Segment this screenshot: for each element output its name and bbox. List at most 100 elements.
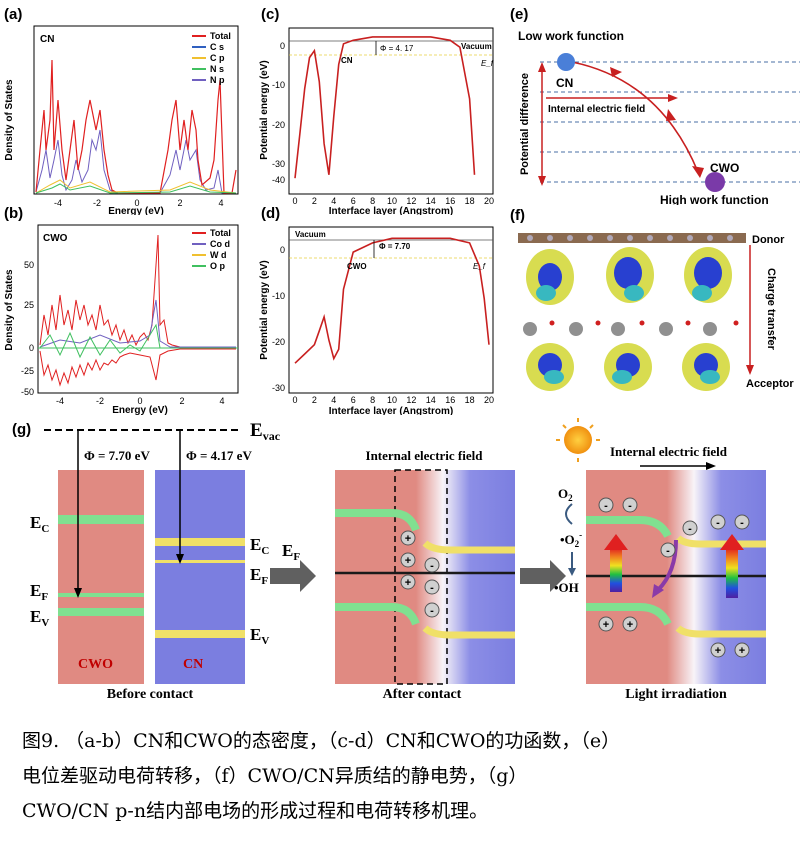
dos-cn-xlabel: Energy (eV) <box>108 206 164 215</box>
sun-icon <box>564 426 592 454</box>
acceptor-label: Acceptor <box>746 378 794 390</box>
light-label: Light irradiation <box>625 687 727 702</box>
dos-cn-xtick: -4 <box>54 198 62 208</box>
x-tick-label: 20 <box>484 395 494 405</box>
x-tick-label: 14 <box>426 395 436 405</box>
dos-cwo-total-up <box>39 234 236 348</box>
x-tick-label: 16 <box>445 196 455 206</box>
dos-cwo-xtick: 2 <box>179 396 184 406</box>
dos-cn-xtick: 4 <box>218 198 223 208</box>
phi1-label: Φ = 7.70 eV <box>84 448 150 463</box>
high-wf-label: High work function <box>660 193 769 205</box>
x-tick-label: 12 <box>406 395 416 405</box>
pn-junction-diagram: (g) Evac Φ = 7.70 eV Φ = 4.17 eV EC EF E… <box>12 418 766 702</box>
x-tick-label: 10 <box>387 196 397 206</box>
dos-cn-ns <box>35 183 237 194</box>
x-tick-label: 0 <box>292 196 297 206</box>
svg-text:+: + <box>405 555 411 567</box>
pot-cwo-phi: Φ = 7.70 <box>379 242 411 251</box>
svg-text:-: - <box>666 545 670 557</box>
x-tick-label: 18 <box>465 395 475 405</box>
legend-label: C s <box>210 42 224 52</box>
dos-cn-xtick: -2 <box>93 198 101 208</box>
dos-cwo-tag: CWO <box>43 233 68 244</box>
pot-cwo-ef: E_f <box>473 262 486 271</box>
panel-f: (f) Donor Acceptor Charge transfer <box>510 205 804 410</box>
caption-line-3: CWO/CN p-n结内部电场的形成过程和电荷转移机理。 <box>22 800 489 822</box>
x-tick-label: 6 <box>351 395 356 405</box>
caption-line-1: 图9. （a-b）CN和CWO的态密度，（c-d）CN和CWO的功函数，（e） <box>22 730 621 752</box>
legend-label: N p <box>210 75 225 85</box>
evac-label: Evac <box>250 420 281 443</box>
svg-text:+: + <box>739 645 745 657</box>
dos-cwo-total-down <box>39 348 236 387</box>
pot-cwo-curve <box>294 237 490 364</box>
dos-cn-tag: CN <box>40 34 54 45</box>
esp-structure: Donor Acceptor Charge transfer <box>518 233 794 391</box>
svg-text:+: + <box>715 645 721 657</box>
band-diagram-e: Low work function High work function Pot… <box>518 29 800 207</box>
lobes-top <box>526 247 732 305</box>
dos-cwo-ytick: 50 <box>24 260 34 270</box>
o2-radical-label: •O2- <box>560 530 582 549</box>
pot-cn-ytick: -20 <box>272 120 285 130</box>
legend-label: Co d <box>210 239 230 249</box>
lobes-bottom <box>526 343 730 391</box>
charge-transfer-label: Charge transfer <box>765 268 777 351</box>
ev-label-left: EV <box>30 607 49 629</box>
ief-label-e: Internal electric field <box>548 104 645 115</box>
legend-label: Total <box>210 228 231 238</box>
dos-cwo-xlabel: Energy (eV) <box>112 405 168 415</box>
figure-caption: 图9. （a-b）CN和CWO的态密度，（c-d）CN和CWO的功函数，（e） … <box>22 724 792 829</box>
charges-after: + + + - - - <box>400 530 440 618</box>
dos-cn-np <box>35 129 236 194</box>
svg-text:-: - <box>740 517 744 529</box>
potential-cn-chart: Potential energy (eV) Interface layer (A… <box>259 27 494 217</box>
pot-cn-phi: Φ = 4. 17 <box>380 44 414 53</box>
dos-cwo-ytick: 25 <box>24 300 34 310</box>
x-tick-label: 8 <box>370 395 375 405</box>
panel-d: (d) Potential energy (eV) Interface laye… <box>255 205 510 417</box>
panel-a: (a) CN Density of States Energy (eV) -4 … <box>0 0 255 217</box>
legend-label: C p <box>210 53 225 63</box>
x-tick-label: 18 <box>465 196 475 206</box>
svg-text:-: - <box>604 500 608 512</box>
svg-text:-: - <box>628 500 632 512</box>
donor-label: Donor <box>752 234 785 246</box>
x-tick-label: 4 <box>331 395 336 405</box>
panel-b-letter: (b) <box>4 205 24 222</box>
cn-label-g: CN <box>183 657 203 672</box>
svg-text:-: - <box>430 582 434 594</box>
x-tick-label: 16 <box>445 395 455 405</box>
low-wf-label: Low work function <box>518 29 624 43</box>
x-tick-label: 2 <box>312 196 317 206</box>
svg-text:-: - <box>716 517 720 529</box>
panel-b: (b) CWO Density of States Energy (eV) 50… <box>0 205 255 416</box>
dos-cwo-legend: Total Co d W d O p <box>192 228 231 271</box>
dos-cn-xtick: 2 <box>177 198 182 208</box>
dos-cwo-xtick: -4 <box>56 396 64 406</box>
ief-label-light: Internal electric field <box>610 444 728 459</box>
dos-cwo-xtick: -2 <box>96 396 104 406</box>
before-label: Before contact <box>107 687 194 702</box>
ev-label-right: EV <box>250 625 269 647</box>
cwo-label-g: CWO <box>78 657 113 672</box>
panel-a-letter: (a) <box>4 6 23 23</box>
pot-diff-label: Potential difference <box>519 73 531 175</box>
oh-label: •OH <box>554 580 579 595</box>
svg-text:+: + <box>627 619 633 631</box>
ec-label-left: EC <box>30 513 49 535</box>
dos-cwo-op <box>39 323 236 359</box>
panel-c-letter: (c) <box>261 6 280 23</box>
pot-cwo-ytick: -20 <box>272 337 285 347</box>
pot-cn-ytick: -30 <box>272 159 285 169</box>
dos-cwo-ytick: -25 <box>21 366 34 376</box>
panel-g-letter: (g) <box>12 421 31 438</box>
pot-cn-xlabel: Interface layer (Angstrom) <box>329 206 453 215</box>
legend-label: Total <box>210 31 231 41</box>
svg-text:+: + <box>603 619 609 631</box>
pot-cwo-vacuum: Vacuum <box>295 230 326 239</box>
dos-cwo-xtick: 0 <box>137 396 142 406</box>
pot-cwo-ylabel: Potential energy (eV) <box>259 260 270 359</box>
cn-dot <box>557 53 575 71</box>
